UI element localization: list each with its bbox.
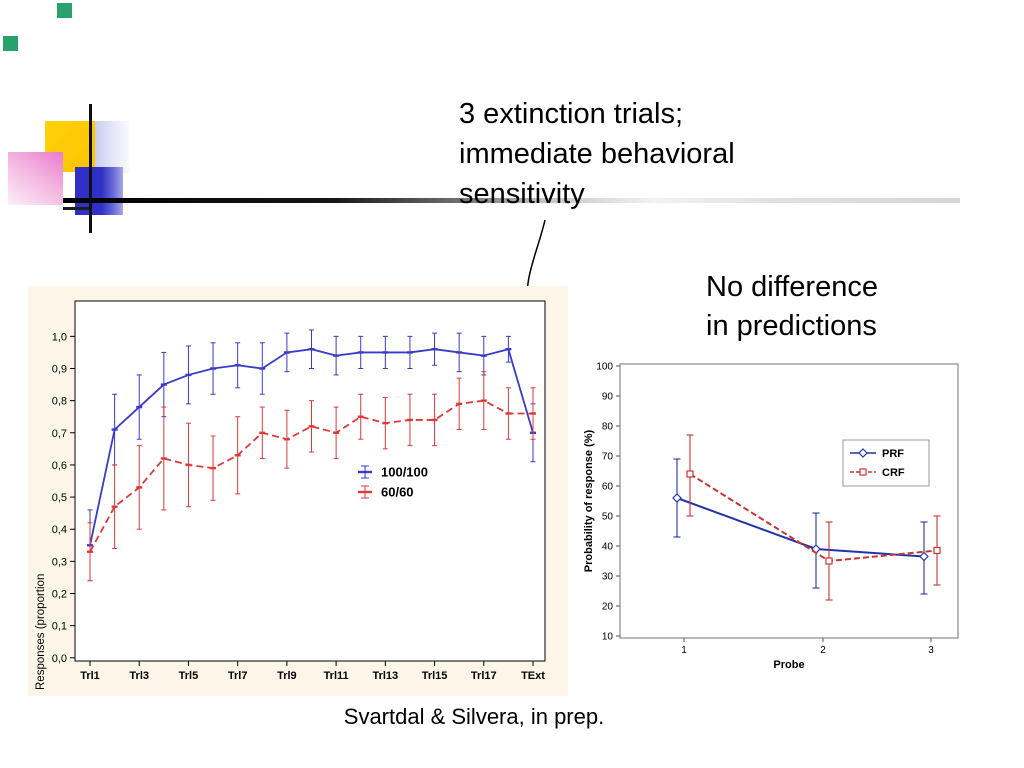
left-chart-svg: 0,0 0,1 0,2 0,3 0,4 0,5 0,6 0,7 0,8 0,9 1,0 Trl1 Trl… (35, 300, 546, 690)
right-chart-panel: 10 20 30 40 50 60 70 80 90 100 1 2 3 Probe Probability… (580, 348, 980, 678)
right-chart-svg: 10 20 30 40 50 60 70 80 90 100 1 2 3 Probe Probability… (583, 362, 959, 671)
svg-text:Trl15: Trl15 (422, 670, 448, 682)
svg-text:80: 80 (602, 422, 614, 433)
svg-text:100: 100 (596, 362, 613, 373)
svg-text:0,4: 0,4 (52, 524, 67, 536)
svg-text:0,3: 0,3 (52, 556, 67, 568)
svg-text:0,9: 0,9 (52, 364, 67, 376)
svg-text:3: 3 (928, 645, 934, 656)
svg-text:PRF: PRF (882, 448, 904, 460)
svg-text:10: 10 (602, 632, 614, 643)
decor-green-square-top (57, 3, 72, 18)
svg-text:30: 30 (602, 572, 614, 583)
decor-horizontal-gradient-bar (63, 198, 960, 203)
decor-green-square-left (3, 36, 18, 51)
svg-text:Trl7: Trl7 (228, 670, 248, 682)
svg-text:70: 70 (602, 452, 614, 463)
svg-text:1,0: 1,0 (52, 331, 67, 343)
svg-text:0,5: 0,5 (52, 492, 67, 504)
svg-text:90: 90 (602, 392, 614, 403)
svg-text:Probability of response (%): Probability of response (%) (583, 429, 595, 572)
caption: Svartdal & Silvera, in prep. (343, 704, 605, 729)
decor-vertical-line (89, 104, 92, 233)
annotation-extinction-trials: 3 extinction trials; immediate behaviora… (459, 98, 735, 210)
svg-text:20: 20 (602, 602, 614, 613)
svg-text:Trl11: Trl11 (324, 670, 349, 682)
svg-text:2: 2 (820, 645, 826, 656)
svg-text:Trl9: Trl9 (277, 670, 297, 682)
svg-text:40: 40 (602, 542, 614, 553)
svg-text:Trl1: Trl1 (80, 670, 100, 682)
svg-text:1: 1 (681, 645, 687, 656)
svg-text:Trl17: Trl17 (471, 670, 497, 682)
svg-text:50: 50 (602, 512, 614, 523)
svg-text:0,7: 0,7 (52, 428, 67, 440)
decor-horizontal-short-line (63, 207, 89, 210)
svg-text:TExt: TExt (521, 670, 545, 682)
svg-text:100/100: 100/100 (381, 465, 428, 480)
svg-text:60/60: 60/60 (381, 485, 414, 500)
svg-text:60: 60 (602, 482, 614, 493)
svg-text:CRF: CRF (882, 467, 905, 479)
svg-text:Probe: Probe (773, 659, 804, 671)
left-chart-panel: 0,0 0,1 0,2 0,3 0,4 0,5 0,6 0,7 0,8 0,9 1,0 Trl1 Trl… (28, 286, 568, 696)
svg-text:Trl13: Trl13 (372, 670, 398, 682)
annotation-no-difference: No difference in predictions (706, 271, 878, 342)
svg-text:0,1: 0,1 (52, 621, 67, 633)
svg-text:Trl5: Trl5 (179, 670, 199, 682)
decor-pink-square (8, 152, 63, 205)
svg-text:0,2: 0,2 (52, 589, 67, 601)
svg-text:0,0: 0,0 (52, 653, 67, 665)
svg-text:Trl3: Trl3 (129, 670, 149, 682)
svg-text:0,8: 0,8 (52, 396, 67, 408)
svg-text:Responses (proportion: Responses (proportion (35, 574, 47, 690)
svg-text:0,6: 0,6 (52, 460, 67, 472)
